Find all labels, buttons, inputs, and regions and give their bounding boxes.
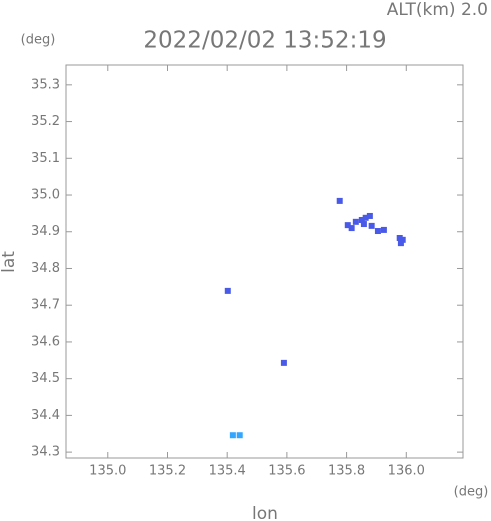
x-tick-label: 136.0 bbox=[388, 464, 425, 479]
radar-echo bbox=[358, 216, 365, 223]
radar-echo bbox=[397, 240, 404, 247]
radar-echo bbox=[399, 236, 406, 243]
radar-echo bbox=[366, 212, 373, 219]
x-tick-label: 135.6 bbox=[268, 464, 305, 479]
radar-echo bbox=[362, 214, 369, 221]
radar-echo bbox=[368, 222, 375, 229]
radar-echo bbox=[374, 228, 381, 235]
y-tick-label: 35.0 bbox=[31, 188, 60, 203]
y-tick-label: 34.8 bbox=[31, 261, 60, 276]
x-axis-label: lon bbox=[252, 504, 278, 521]
plot-frame bbox=[65, 64, 464, 459]
y-tick-label: 35.2 bbox=[31, 114, 60, 129]
y-tick-label: 35.3 bbox=[31, 77, 60, 92]
x-tick-label: 135.4 bbox=[209, 464, 246, 479]
radar-echo bbox=[344, 222, 351, 229]
x-tick-label: 135.2 bbox=[149, 464, 186, 479]
altitude-label: ALT(km) 2.0 bbox=[387, 0, 488, 20]
radar-echo bbox=[224, 287, 231, 294]
radar-echo bbox=[236, 432, 243, 439]
y-tick-label: 34.7 bbox=[31, 298, 60, 313]
y-tick-label: 35.1 bbox=[31, 151, 60, 166]
radar-echo bbox=[348, 225, 355, 232]
chart-title: 2022/02/02 13:52:19 bbox=[143, 28, 386, 54]
y-unit: (deg) bbox=[21, 33, 56, 48]
y-tick-label: 34.6 bbox=[31, 334, 60, 349]
radar-echo bbox=[360, 221, 367, 228]
x-tick-label: 135.0 bbox=[89, 464, 126, 479]
radar-echo bbox=[352, 218, 359, 225]
y-tick-label: 34.3 bbox=[31, 445, 60, 460]
x-unit: (deg) bbox=[454, 485, 489, 500]
y-tick-label: 34.5 bbox=[31, 371, 60, 386]
radar-echo bbox=[336, 197, 343, 204]
y-tick-label: 34.4 bbox=[31, 408, 60, 423]
y-axis-label: lat bbox=[0, 251, 19, 273]
radar-echo bbox=[229, 432, 236, 439]
radar-echo bbox=[380, 226, 387, 233]
x-tick-label: 135.8 bbox=[328, 464, 365, 479]
y-tick-label: 34.9 bbox=[31, 224, 60, 239]
radar-echo bbox=[280, 359, 287, 366]
